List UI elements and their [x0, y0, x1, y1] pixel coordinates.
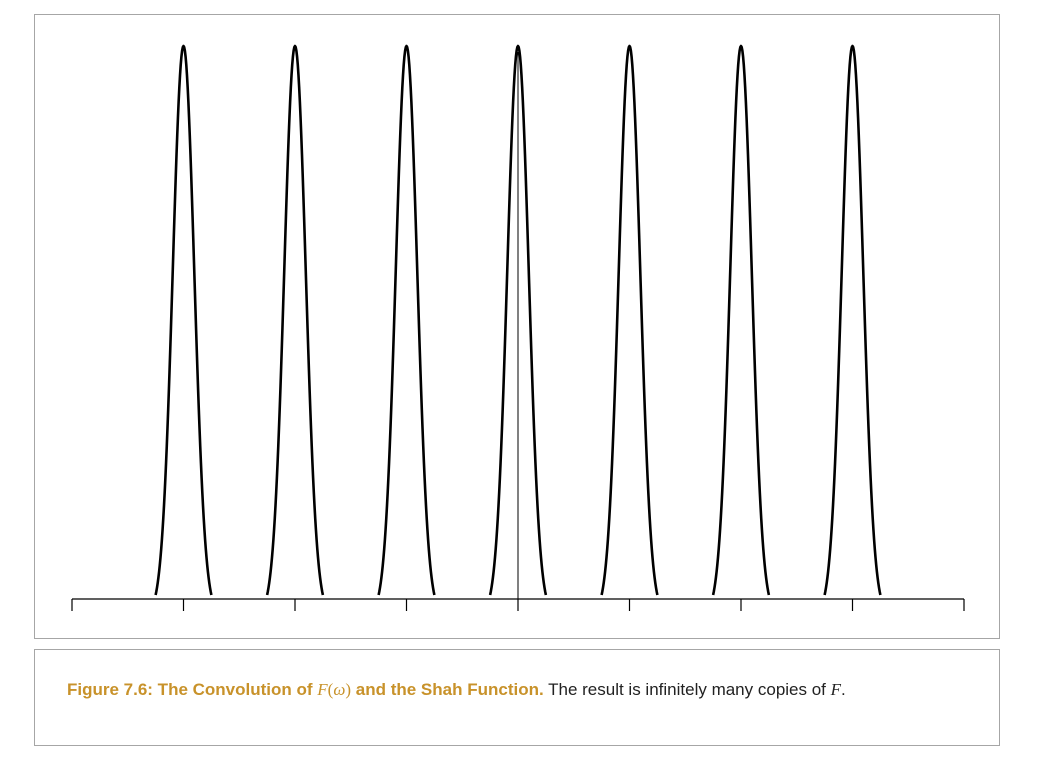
- caption-label-suffix: and the Shah Function.: [351, 680, 544, 699]
- peak-5: [600, 44, 659, 596]
- caption-math-open-paren: (: [327, 680, 334, 699]
- figure-frame: [34, 14, 1000, 639]
- x-axis: [71, 52, 965, 611]
- caption-math-close-paren: ): [345, 680, 352, 699]
- peak-4: [488, 44, 548, 596]
- peak-3: [377, 44, 436, 596]
- caption-body-math-f: F: [830, 680, 842, 699]
- peak-7: [823, 44, 882, 596]
- peak-6: [711, 44, 771, 596]
- caption-body-period: .: [841, 680, 846, 699]
- caption-text: Figure 7.6: The Convolution of F(ω) and …: [67, 677, 977, 702]
- caption-math-omega: ω: [333, 680, 346, 699]
- caption-label: Figure 7.6: The Convolution of F(ω) and …: [67, 680, 544, 699]
- caption-math-f: F: [317, 680, 328, 699]
- caption-label-prefix: Figure 7.6: The Convolution of: [67, 680, 318, 699]
- peak-1: [154, 44, 213, 596]
- caption-body: The result is infinitely many copies of: [543, 680, 831, 699]
- figure-caption: Figure 7.6: The Convolution of F(ω) and …: [34, 649, 1000, 746]
- peak-2: [265, 44, 325, 596]
- peaks: [154, 44, 882, 596]
- convolution-plot: [71, 44, 965, 611]
